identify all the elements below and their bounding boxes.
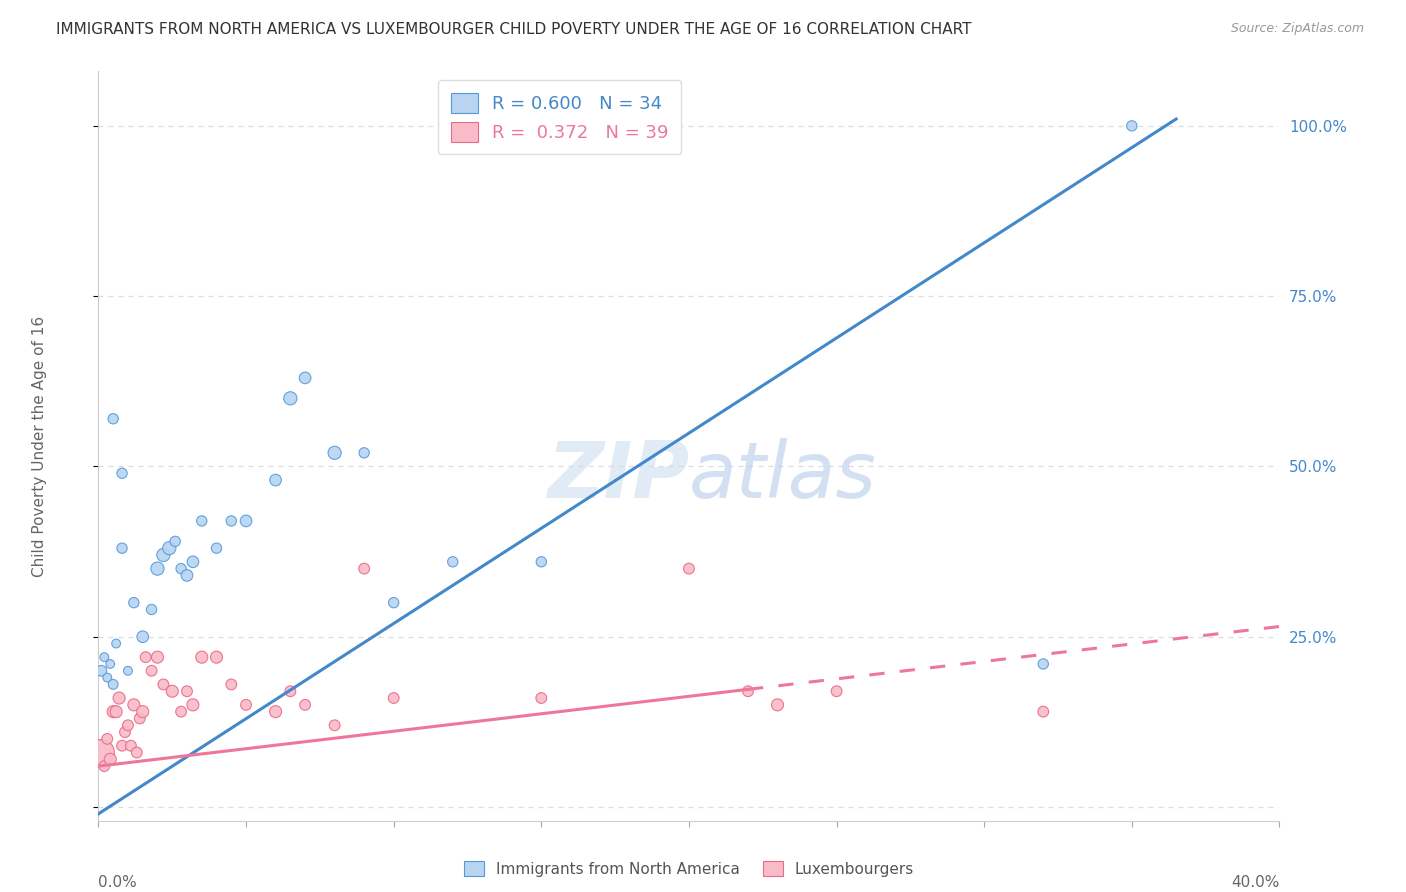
Point — [530, 691, 553, 706]
Point — [132, 630, 155, 644]
Point — [170, 705, 193, 719]
Point — [122, 698, 145, 712]
Point — [141, 602, 163, 616]
Point — [146, 561, 169, 575]
Point — [157, 541, 180, 556]
Point — [382, 691, 405, 706]
Point — [103, 411, 125, 425]
Point — [132, 705, 155, 719]
Point — [678, 561, 700, 575]
Point — [108, 691, 131, 706]
Point — [141, 664, 163, 678]
Point — [98, 657, 121, 671]
Point — [128, 711, 150, 725]
Point — [176, 684, 198, 698]
Point — [117, 718, 139, 732]
Point — [191, 650, 214, 665]
Point — [278, 684, 302, 698]
Point — [165, 534, 187, 549]
Point — [382, 596, 405, 610]
Point — [90, 664, 112, 678]
Point — [441, 555, 464, 569]
Legend: Immigrants from North America, Luxembourgers: Immigrants from North America, Luxembour… — [456, 854, 922, 884]
Point — [353, 561, 375, 575]
Point — [205, 541, 228, 556]
Text: Child Poverty Under the Age of 16: Child Poverty Under the Age of 16 — [32, 316, 46, 576]
Point — [530, 555, 553, 569]
Point — [1032, 657, 1054, 671]
Text: atlas: atlas — [689, 438, 877, 514]
Point — [114, 725, 136, 739]
Point — [264, 473, 287, 487]
Point — [96, 671, 118, 685]
Point — [766, 698, 789, 712]
Text: Source: ZipAtlas.com: Source: ZipAtlas.com — [1230, 22, 1364, 36]
Point — [235, 698, 257, 712]
Point — [219, 514, 242, 528]
Point — [105, 636, 128, 650]
Point — [90, 746, 112, 760]
Point — [825, 684, 848, 698]
Point — [176, 568, 198, 582]
Point — [191, 514, 214, 528]
Point — [323, 718, 346, 732]
Text: IMMIGRANTS FROM NORTH AMERICA VS LUXEMBOURGER CHILD POVERTY UNDER THE AGE OF 16 : IMMIGRANTS FROM NORTH AMERICA VS LUXEMBO… — [56, 22, 972, 37]
Text: ZIP: ZIP — [547, 438, 689, 514]
Point — [125, 746, 148, 760]
Point — [170, 561, 193, 575]
Point — [111, 541, 134, 556]
Point — [1032, 705, 1054, 719]
Point — [235, 514, 257, 528]
Point — [162, 684, 183, 698]
Point — [122, 596, 145, 610]
Point — [103, 677, 125, 691]
Point — [93, 759, 115, 773]
Point — [98, 752, 121, 766]
Point — [205, 650, 228, 665]
Point — [323, 446, 346, 460]
Point — [294, 371, 316, 385]
Point — [146, 650, 169, 665]
Point — [1121, 119, 1143, 133]
Text: 0.0%: 0.0% — [98, 875, 138, 890]
Point — [219, 677, 242, 691]
Point — [96, 731, 118, 746]
Point — [111, 467, 134, 481]
Point — [353, 446, 375, 460]
Point — [105, 705, 128, 719]
Point — [278, 392, 302, 406]
Point — [93, 650, 115, 665]
Point — [120, 739, 142, 753]
Point — [111, 739, 134, 753]
Point — [152, 677, 174, 691]
Point — [117, 664, 139, 678]
Point — [264, 705, 287, 719]
Point — [152, 548, 174, 562]
Text: 40.0%: 40.0% — [1232, 875, 1279, 890]
Point — [103, 705, 125, 719]
Point — [181, 698, 204, 712]
Point — [181, 555, 204, 569]
Point — [294, 698, 316, 712]
Point — [737, 684, 759, 698]
Point — [135, 650, 157, 665]
